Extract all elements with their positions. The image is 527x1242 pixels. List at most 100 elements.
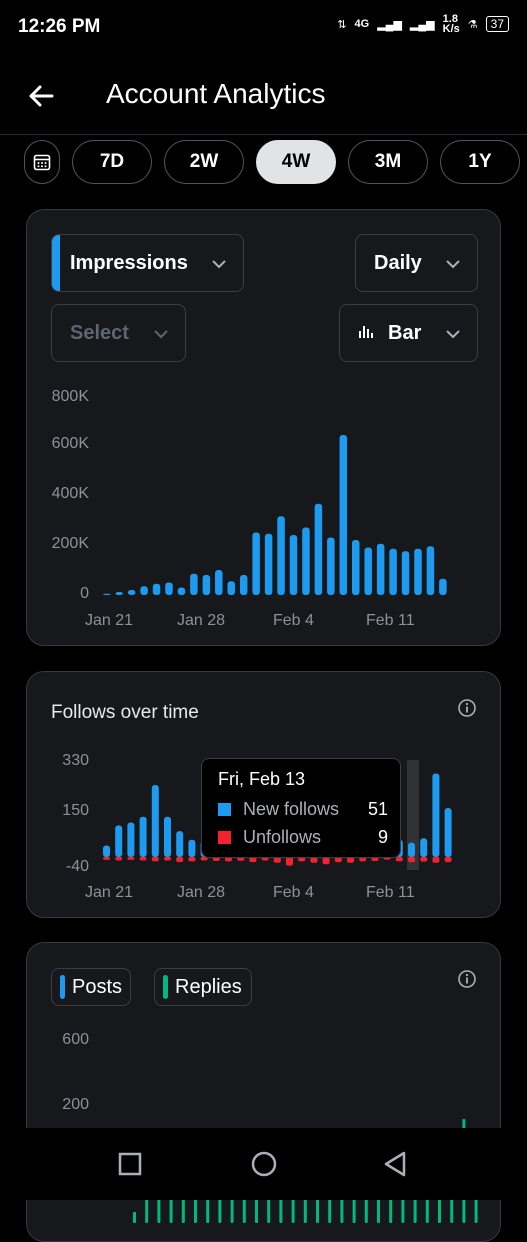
unfollows-bar: [395, 857, 403, 862]
legend-swatch: [163, 975, 168, 999]
x-tick: Feb 4: [273, 884, 314, 901]
metric-dropdown[interactable]: Impressions: [51, 234, 244, 292]
y-tick: 200: [62, 1096, 89, 1113]
unfollows-bar: [371, 857, 379, 862]
impressions-bar: [401, 551, 410, 595]
impressions-bar: [389, 548, 397, 595]
tooltip-date: Fri, Feb 13: [218, 769, 306, 789]
new-follows-bar: [151, 785, 159, 857]
new-follows-bar: [139, 816, 147, 857]
range-1y[interactable]: 1Y: [440, 140, 520, 184]
impressions-bar: [414, 548, 422, 595]
chevron-down-icon: [211, 252, 227, 275]
impressions-bar: [302, 527, 310, 595]
impressions-bar: [252, 532, 260, 595]
impressions-bar: [339, 435, 348, 595]
chart-type-label: Bar: [388, 321, 422, 344]
impressions-bar: [352, 540, 360, 595]
range-7d[interactable]: 7D: [72, 140, 152, 184]
recent-apps-button[interactable]: [118, 1152, 142, 1181]
impressions-bar: [327, 537, 335, 595]
compare-dropdown[interactable]: Select: [51, 304, 186, 362]
tooltip-row-unfollows: Unfollows 9: [218, 827, 388, 848]
chart-type-dropdown[interactable]: Bar: [339, 304, 478, 362]
impressions-bar: [227, 581, 235, 595]
back-button[interactable]: [24, 78, 60, 114]
tooltip-value: 51: [367, 799, 388, 819]
x-tick: Jan 21: [85, 612, 134, 629]
info-button[interactable]: [457, 698, 477, 723]
metric-label: Impressions: [70, 251, 188, 274]
unfollows-bar: [359, 857, 367, 862]
y-tick: 600K: [51, 435, 89, 452]
circle-icon: [251, 1151, 277, 1177]
unfollows-bar: [347, 857, 354, 863]
x-tick: Jan 21: [85, 884, 134, 901]
new-follows-bar: [444, 808, 452, 857]
impressions-bar: [364, 547, 372, 595]
calendar-button[interactable]: [24, 140, 60, 184]
range-2w[interactable]: 2W: [164, 140, 244, 184]
impressions-bar: [190, 573, 198, 595]
interval-dropdown[interactable]: Daily: [355, 234, 478, 292]
signal-icon-2: ▂▄▆: [409, 18, 435, 31]
status-time: 12:26 PM: [18, 16, 101, 37]
y-tick: 800K: [51, 388, 89, 405]
square-icon: [118, 1152, 142, 1176]
y-tick: 330: [62, 752, 89, 769]
compare-label: Select: [70, 321, 129, 344]
impressions-bar: [215, 570, 223, 595]
new-follows-bar: [188, 839, 196, 857]
status-icons: ⇅ 4G ▂▄▆ ▂▄▆ 1.8 K/s ⚗ 37: [337, 13, 509, 35]
unfollows-bar: [249, 857, 257, 863]
network-type: 4G: [354, 18, 370, 30]
replies-bar: [194, 1197, 197, 1223]
unfollows-bar: [188, 857, 196, 862]
y-tick: 600: [62, 1031, 89, 1048]
y-tick: -40: [65, 858, 89, 875]
triangle-back-icon: [384, 1151, 406, 1177]
impressions-bar: [439, 578, 447, 595]
info-button[interactable]: [457, 969, 477, 994]
unfollows-bar: [151, 857, 159, 862]
impressions-bar: [103, 593, 111, 595]
x-tick: Jan 28: [177, 884, 226, 901]
tooltip-value: 9: [377, 827, 388, 847]
unfollows-bar: [298, 857, 306, 862]
bar-chart-icon: [358, 322, 374, 345]
new-follows-bar: [103, 845, 110, 857]
chart-tooltip: Fri, Feb 13 New follows 51 Unfollows 9: [201, 758, 401, 858]
legend-label: Replies: [175, 975, 242, 998]
app-header: Account Analytics: [0, 56, 527, 135]
unfollows-bar: [310, 857, 318, 863]
impressions-card: Impressions Daily Select Bar 800K 600K 4…: [26, 209, 501, 646]
range-4w[interactable]: 4W: [256, 140, 336, 184]
unfollows-bar: [322, 857, 330, 865]
y-tick: 200K: [51, 535, 89, 552]
new-follows-bar: [164, 816, 171, 857]
new-follows-bar: [127, 822, 135, 857]
unfollows-bar: [444, 857, 452, 863]
impressions-bar: [152, 583, 161, 595]
range-3m[interactable]: 3M: [348, 140, 428, 184]
home-button[interactable]: [250, 1150, 278, 1183]
impressions-bar: [376, 543, 385, 595]
new-follows-bar: [420, 838, 428, 857]
unfollows-bar: [334, 857, 342, 863]
legend-posts[interactable]: Posts: [51, 968, 131, 1006]
chevron-down-icon: [153, 322, 169, 345]
back-nav-button[interactable]: [382, 1150, 410, 1183]
info-icon: [458, 970, 476, 988]
y-tick: 400K: [51, 485, 89, 502]
x-tick: Jan 28: [177, 612, 226, 629]
unfollows-bar: [115, 857, 123, 861]
impressions-bar: [140, 586, 148, 595]
unfollows-bar: [139, 857, 147, 861]
interval-label: Daily: [374, 251, 422, 274]
flask-icon: ⚗: [467, 18, 478, 31]
impressions-bar: [314, 503, 323, 595]
speed: 1.8 K/s: [442, 13, 460, 35]
unfollows-bar: [212, 857, 220, 862]
legend-swatch: [218, 803, 231, 816]
legend-replies[interactable]: Replies: [154, 968, 252, 1006]
